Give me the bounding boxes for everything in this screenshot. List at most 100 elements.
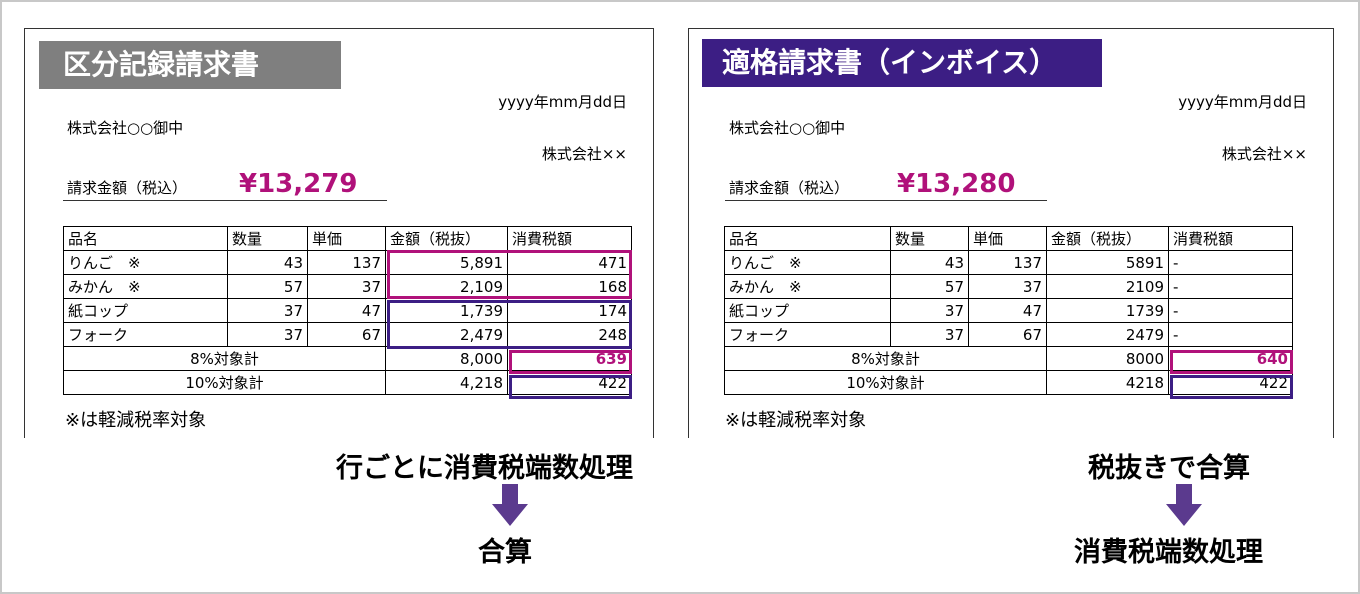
header-qty: 数量 bbox=[890, 226, 969, 251]
header-qty: 数量 bbox=[227, 226, 308, 251]
subtotal-label: 10%対象計 bbox=[724, 370, 1047, 395]
subtotal-row-10pct: 10%対象計 4,218 422 bbox=[63, 370, 632, 395]
cell-tax: - bbox=[1168, 250, 1293, 275]
table-row: みかん ※ 57 37 2109 - bbox=[724, 274, 1293, 299]
table-row: フォーク 37 67 2479 - bbox=[724, 322, 1293, 347]
left-caption-top: 行ごとに消費税端数処理 bbox=[336, 453, 633, 484]
table-row: 紙コップ 37 47 1,739 174 bbox=[63, 298, 632, 323]
header-item: 品名 bbox=[724, 226, 891, 251]
subtotal-amount: 8,000 bbox=[385, 346, 508, 371]
header-amount: 金額（税抜） bbox=[385, 226, 508, 251]
left-invoice-date: yyyy年mm月dd日 bbox=[498, 93, 627, 111]
right-amount-value: ¥13,280 bbox=[897, 169, 1016, 199]
cell-item: みかん ※ bbox=[724, 274, 891, 299]
cell-unit-price: 137 bbox=[307, 250, 386, 275]
right-reduced-rate-note: ※は軽減税率対象 bbox=[725, 410, 867, 431]
right-invoice-client: 株式会社○○御中 bbox=[729, 119, 846, 137]
cell-qty: 57 bbox=[227, 274, 308, 299]
cell-qty: 43 bbox=[227, 250, 308, 275]
subtotal-label: 8%対象計 bbox=[724, 346, 1047, 371]
cell-amount: 2109 bbox=[1046, 274, 1169, 299]
cell-amount: 1,739 bbox=[385, 298, 508, 323]
header-unit-price: 単価 bbox=[307, 226, 386, 251]
cell-tax: 471 bbox=[507, 250, 632, 275]
subtotal-row-8pct: 8%対象計 8,000 639 bbox=[63, 346, 632, 371]
subtotal-tax: 422 bbox=[507, 370, 632, 395]
header-tax: 消費税額 bbox=[507, 226, 632, 251]
cell-amount: 5891 bbox=[1046, 250, 1169, 275]
cell-item: みかん ※ bbox=[63, 274, 228, 299]
cell-item: りんご ※ bbox=[724, 250, 891, 275]
right-invoice-title: 適格請求書（インボイス） bbox=[702, 39, 1102, 87]
cell-unit-price: 47 bbox=[968, 298, 1047, 323]
cell-tax: 168 bbox=[507, 274, 632, 299]
left-invoice-client: 株式会社○○御中 bbox=[67, 119, 184, 137]
left-invoice-title: 区分記録請求書 bbox=[39, 41, 341, 89]
table-row: フォーク 37 67 2,479 248 bbox=[63, 322, 632, 347]
cell-qty: 37 bbox=[890, 298, 969, 323]
table-row: みかん ※ 57 37 2,109 168 bbox=[63, 274, 632, 299]
cell-qty: 57 bbox=[890, 274, 969, 299]
cell-amount: 2,479 bbox=[385, 322, 508, 347]
cell-item: りんご ※ bbox=[63, 250, 228, 275]
subtotal-label: 8%対象計 bbox=[63, 346, 386, 371]
right-caption-top: 税抜きで合算 bbox=[1088, 453, 1250, 484]
header-tax: 消費税額 bbox=[1168, 226, 1293, 251]
down-arrow-icon bbox=[492, 484, 528, 526]
cell-qty: 37 bbox=[890, 322, 969, 347]
cell-amount: 5,891 bbox=[385, 250, 508, 275]
right-amount-label: 請求金額（税込） bbox=[729, 179, 850, 197]
cell-unit-price: 137 bbox=[968, 250, 1047, 275]
cell-item: フォーク bbox=[724, 322, 891, 347]
cell-unit-price: 37 bbox=[307, 274, 386, 299]
table-row: 紙コップ 37 47 1739 - bbox=[724, 298, 1293, 323]
left-caption-bottom: 合算 bbox=[478, 537, 532, 568]
subtotal-label: 10%対象計 bbox=[63, 370, 386, 395]
cell-amount: 2,109 bbox=[385, 274, 508, 299]
subtotal-row-8pct: 8%対象計 8000 640 bbox=[724, 346, 1293, 371]
subtotal-tax: 639 bbox=[507, 346, 632, 371]
subtotal-tax: 422 bbox=[1168, 370, 1293, 395]
cell-unit-price: 67 bbox=[968, 322, 1047, 347]
cell-unit-price: 37 bbox=[968, 274, 1047, 299]
cell-tax: - bbox=[1168, 298, 1293, 323]
cell-unit-price: 47 bbox=[307, 298, 386, 323]
right-caption-bottom: 消費税端数処理 bbox=[1074, 537, 1263, 568]
down-arrow-icon bbox=[1166, 484, 1202, 526]
table-row: りんご ※ 43 137 5891 - bbox=[724, 250, 1293, 275]
cell-unit-price: 67 bbox=[307, 322, 386, 347]
left-invoice-issuer: 株式会社×× bbox=[541, 145, 627, 163]
cell-tax: - bbox=[1168, 274, 1293, 299]
right-invoice-panel: 適格請求書（インボイス） yyyy年mm月dd日 株式会社○○御中 株式会社××… bbox=[688, 28, 1334, 438]
left-reduced-rate-note: ※は軽減税率対象 bbox=[65, 410, 207, 431]
cell-tax: 174 bbox=[507, 298, 632, 323]
left-invoice-panel: 区分記録請求書 yyyy年mm月dd日 株式会社○○御中 株式会社×× 請求金額… bbox=[24, 28, 654, 438]
subtotal-tax: 640 bbox=[1168, 346, 1293, 371]
cell-item: 紙コップ bbox=[724, 298, 891, 323]
right-invoice-date: yyyy年mm月dd日 bbox=[1178, 93, 1307, 111]
cell-tax: - bbox=[1168, 322, 1293, 347]
subtotal-amount: 4,218 bbox=[385, 370, 508, 395]
table-header-row: 品名 数量 単価 金額（税抜） 消費税額 bbox=[724, 226, 1293, 251]
cell-qty: 37 bbox=[227, 322, 308, 347]
cell-item: 紙コップ bbox=[63, 298, 228, 323]
right-invoice-table: 品名 数量 単価 金額（税抜） 消費税額 りんご ※ 43 137 5891 -… bbox=[724, 226, 1293, 395]
cell-amount: 2479 bbox=[1046, 322, 1169, 347]
cell-item: フォーク bbox=[63, 322, 228, 347]
header-unit-price: 単価 bbox=[968, 226, 1047, 251]
subtotal-row-10pct: 10%対象計 4218 422 bbox=[724, 370, 1293, 395]
cell-qty: 37 bbox=[227, 298, 308, 323]
cell-qty: 43 bbox=[890, 250, 969, 275]
table-header-row: 品名 数量 単価 金額（税抜） 消費税額 bbox=[63, 226, 632, 251]
right-invoice-issuer: 株式会社×× bbox=[1221, 145, 1307, 163]
subtotal-amount: 8000 bbox=[1046, 346, 1169, 371]
subtotal-amount: 4218 bbox=[1046, 370, 1169, 395]
right-amount-row: 請求金額（税込） ¥13,280 bbox=[725, 169, 1047, 201]
left-amount-value: ¥13,279 bbox=[239, 169, 358, 199]
left-amount-row: 請求金額（税込） ¥13,279 bbox=[63, 169, 387, 201]
header-amount: 金額（税抜） bbox=[1046, 226, 1169, 251]
left-amount-label: 請求金額（税込） bbox=[67, 179, 188, 197]
table-row: りんご ※ 43 137 5,891 471 bbox=[63, 250, 632, 275]
cell-tax: 248 bbox=[507, 322, 632, 347]
